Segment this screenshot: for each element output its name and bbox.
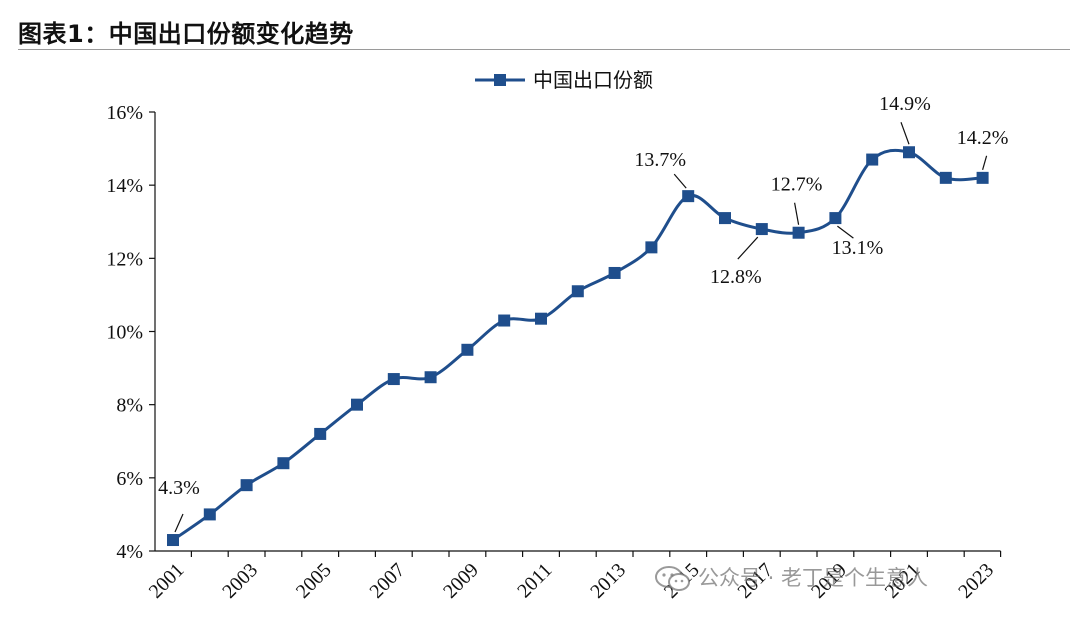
x-tick-label: 2007	[365, 559, 409, 603]
series-group	[167, 146, 989, 547]
data-point	[387, 373, 400, 386]
legend: 中国出口份额	[475, 68, 653, 92]
data-label: 13.1%	[832, 237, 884, 259]
y-tick-label: 10%	[106, 322, 143, 344]
y-tick-label: 12%	[106, 248, 143, 270]
annotations: 4.3% 13.7% 12.8% 12.7% 13.1% 14.9% 14.2%	[158, 93, 1009, 533]
y-tick-label: 8%	[116, 395, 143, 417]
annotation-leader	[737, 236, 759, 260]
data-point	[314, 427, 327, 440]
data-point	[608, 266, 621, 279]
series-line	[172, 148, 983, 542]
data-label: 12.7%	[771, 174, 823, 196]
data-point	[535, 312, 547, 325]
legend-marker	[494, 74, 506, 86]
data-point	[866, 153, 879, 166]
data-label: 13.7%	[634, 149, 686, 171]
tick-labels: 4% 6% 8% 10% 12% 14% 16% 2001 2003 2005 2007 2009 20…	[106, 102, 998, 603]
x-tick-label: 2013	[586, 559, 630, 603]
data-point	[461, 343, 474, 356]
y-tick-label: 16%	[106, 102, 143, 124]
x-tick-label: 2005	[292, 559, 336, 603]
x-tick-label: 2009	[439, 559, 483, 603]
annotation-leader	[982, 155, 988, 171]
figure-title: 图表1：中国出口份额变化趋势	[18, 20, 354, 48]
x-tick-label: 2001	[145, 559, 189, 603]
legend-label: 中国出口份额	[533, 68, 653, 92]
data-label: 12.8%	[710, 266, 762, 288]
data-point	[829, 212, 842, 225]
annotation-leader	[900, 122, 910, 145]
watermark: 公众号 · 老丁是个生意人	[654, 560, 1064, 596]
data-point	[719, 212, 731, 225]
y-tick-label: 14%	[106, 175, 143, 197]
data-label: 14.9%	[879, 93, 931, 115]
data-label: 14.2%	[957, 127, 1009, 149]
x-tick-label: 2003	[218, 559, 262, 603]
data-point	[571, 285, 584, 298]
y-tick-label: 4%	[116, 541, 143, 563]
data-point	[682, 190, 695, 203]
data-point	[203, 508, 216, 521]
annotation-leader	[174, 513, 184, 533]
data-point	[167, 534, 179, 547]
annotation-leader	[837, 225, 854, 239]
data-point	[755, 223, 768, 236]
x-tick-label: 2011	[513, 559, 556, 602]
data-point	[939, 171, 952, 184]
data-point	[792, 226, 805, 239]
axes	[149, 111, 1002, 557]
title-divider	[18, 49, 1070, 50]
data-point	[903, 146, 915, 159]
data-point	[976, 171, 989, 184]
y-tick-label: 6%	[116, 468, 143, 490]
data-point	[424, 371, 437, 384]
data-label: 4.3%	[158, 477, 200, 499]
watermark-text: 公众号 · 老丁是个生意人	[698, 566, 929, 590]
data-point	[240, 479, 253, 492]
annotation-leader	[673, 173, 687, 189]
data-point	[498, 314, 511, 327]
data-point	[645, 241, 658, 254]
annotation-leader	[794, 202, 800, 225]
wechat-icon	[655, 566, 690, 591]
data-point	[277, 457, 290, 470]
data-point	[351, 398, 363, 411]
